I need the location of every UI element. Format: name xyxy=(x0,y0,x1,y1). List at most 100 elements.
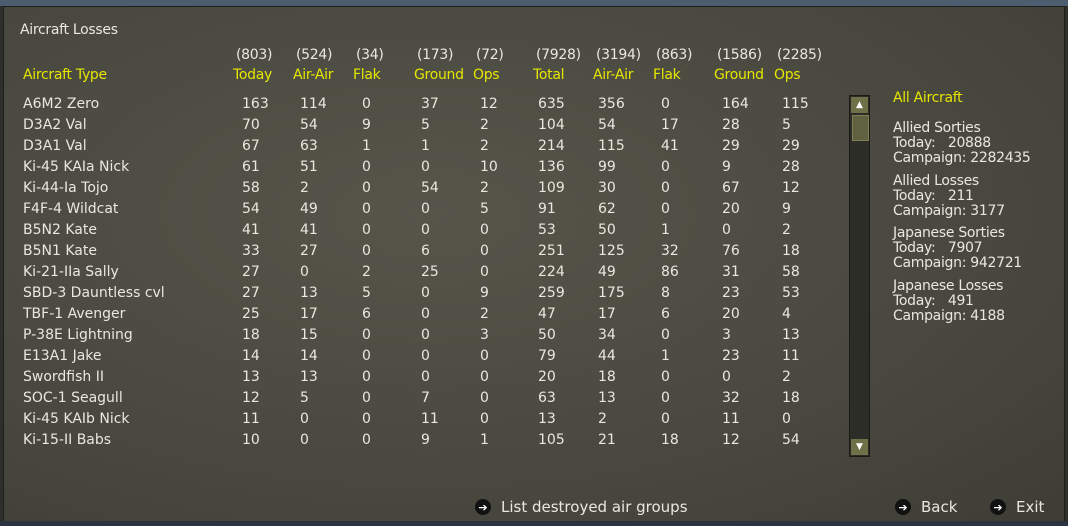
table-cell: 115 xyxy=(598,138,625,154)
table-cell: 0 xyxy=(480,348,489,364)
table-cell: 62 xyxy=(598,201,616,217)
column-header[interactable]: Ground xyxy=(714,67,764,83)
table-cell: 18 xyxy=(782,243,800,259)
arrow-right-icon: ➔ xyxy=(475,499,491,515)
aircraft-name: SOC-1 Seagull xyxy=(23,390,123,406)
table-cell: 7 xyxy=(421,390,430,406)
column-total: (803) xyxy=(236,47,273,63)
table-cell: 0 xyxy=(421,222,430,238)
list-destroyed-air-groups-button[interactable]: ➔ List destroyed air groups xyxy=(475,498,688,516)
table-cell: 13 xyxy=(598,390,616,406)
column-total: (34) xyxy=(356,47,384,63)
summary-campaign: Campaign: 2282435 xyxy=(893,150,1031,166)
table-cell: 0 xyxy=(362,96,371,112)
back-label: Back xyxy=(921,498,958,516)
table-cell: 0 xyxy=(362,348,371,364)
table-cell: 47 xyxy=(538,306,556,322)
header-aircraft-type: Aircraft Type xyxy=(23,67,107,83)
map-strip xyxy=(0,0,1068,6)
table-cell: 0 xyxy=(421,201,430,217)
summary-today: Today: 491 xyxy=(893,292,974,309)
table-cell: 125 xyxy=(598,243,625,259)
table-cell: 13 xyxy=(538,411,556,427)
table-cell: 28 xyxy=(722,117,740,133)
table-cell: 20 xyxy=(538,369,556,385)
table-cell: 224 xyxy=(538,264,565,280)
table-cell: 11 xyxy=(722,411,740,427)
table-cell: 79 xyxy=(538,348,556,364)
scroll-down-icon[interactable]: ▼ xyxy=(851,439,868,455)
table-cell: 0 xyxy=(300,432,309,448)
table-cell: 0 xyxy=(480,390,489,406)
table-cell: 41 xyxy=(661,138,679,154)
table-cell: 175 xyxy=(598,285,625,301)
column-header[interactable]: Ops xyxy=(473,67,500,83)
bottom-strip xyxy=(0,521,1068,526)
scroll-up-icon[interactable]: ▲ xyxy=(851,97,868,113)
table-cell: 25 xyxy=(421,264,439,280)
table-cell: 0 xyxy=(661,180,670,196)
exit-button[interactable]: ➔ Exit xyxy=(990,498,1044,516)
table-cell: 6 xyxy=(362,306,371,322)
table-cell: 53 xyxy=(538,222,556,238)
table-cell: 18 xyxy=(598,369,616,385)
aircraft-name: TBF-1 Avenger xyxy=(23,306,126,322)
table-cell: 54 xyxy=(598,117,616,133)
table-cell: 28 xyxy=(782,159,800,175)
table-cell: 1 xyxy=(362,138,371,154)
column-total: (1586) xyxy=(717,47,762,63)
column-header[interactable]: Ops xyxy=(774,67,801,83)
column-header[interactable]: Air-Air xyxy=(593,67,634,83)
table-cell: 0 xyxy=(661,369,670,385)
table-cell: 6 xyxy=(421,243,430,259)
table-cell: 18 xyxy=(661,432,679,448)
scrollbar[interactable]: ▲ ▼ xyxy=(849,95,870,457)
table-cell: 1 xyxy=(661,222,670,238)
table-cell: 0 xyxy=(480,222,489,238)
table-cell: 32 xyxy=(661,243,679,259)
table-cell: 50 xyxy=(538,327,556,343)
table-cell: 0 xyxy=(362,159,371,175)
table-cell: 2 xyxy=(480,138,489,154)
aircraft-name: B5N1 Kate xyxy=(23,243,97,259)
summary-title: Japanese Losses xyxy=(893,277,1004,294)
table-cell: 12 xyxy=(722,432,740,448)
table-cell: 12 xyxy=(782,180,800,196)
column-header[interactable]: Ground xyxy=(414,67,464,83)
table-cell: 2 xyxy=(480,180,489,196)
table-cell: 99 xyxy=(598,159,616,175)
table-cell: 8 xyxy=(661,285,670,301)
table-cell: 0 xyxy=(362,390,371,406)
table-cell: 41 xyxy=(300,222,318,238)
arrow-right-icon: ➔ xyxy=(990,499,1006,515)
table-cell: 3 xyxy=(480,327,489,343)
table-cell: 0 xyxy=(362,411,371,427)
summary-heading: All Aircraft xyxy=(893,90,963,106)
table-cell: 10 xyxy=(242,432,260,448)
column-header[interactable]: Air-Air xyxy=(293,67,334,83)
table-cell: 251 xyxy=(538,243,565,259)
back-button[interactable]: ➔ Back xyxy=(895,498,957,516)
column-header[interactable]: Flak xyxy=(653,67,681,83)
table-cell: 33 xyxy=(242,243,260,259)
table-cell: 49 xyxy=(300,201,318,217)
table-cell: 34 xyxy=(598,327,616,343)
column-header[interactable]: Today xyxy=(233,67,272,83)
table-cell: 17 xyxy=(598,306,616,322)
scroll-thumb[interactable] xyxy=(852,115,869,141)
column-header[interactable]: Total xyxy=(533,67,565,83)
aircraft-name: D3A1 Val xyxy=(23,138,87,154)
table-cell: 14 xyxy=(242,348,260,364)
table-cell: 11 xyxy=(421,411,439,427)
table-cell: 0 xyxy=(421,327,430,343)
table-cell: 104 xyxy=(538,117,565,133)
column-total: (3194) xyxy=(596,47,641,63)
table-cell: 0 xyxy=(722,369,731,385)
table-cell: 0 xyxy=(480,411,489,427)
aircraft-name: Ki-45 KAIb Nick xyxy=(23,411,130,427)
table-cell: 58 xyxy=(242,180,260,196)
table-cell: 5 xyxy=(362,285,371,301)
aircraft-name: Ki-44-Ia Tojo xyxy=(23,180,109,196)
column-header[interactable]: Flak xyxy=(353,67,381,83)
table-cell: 2 xyxy=(480,117,489,133)
